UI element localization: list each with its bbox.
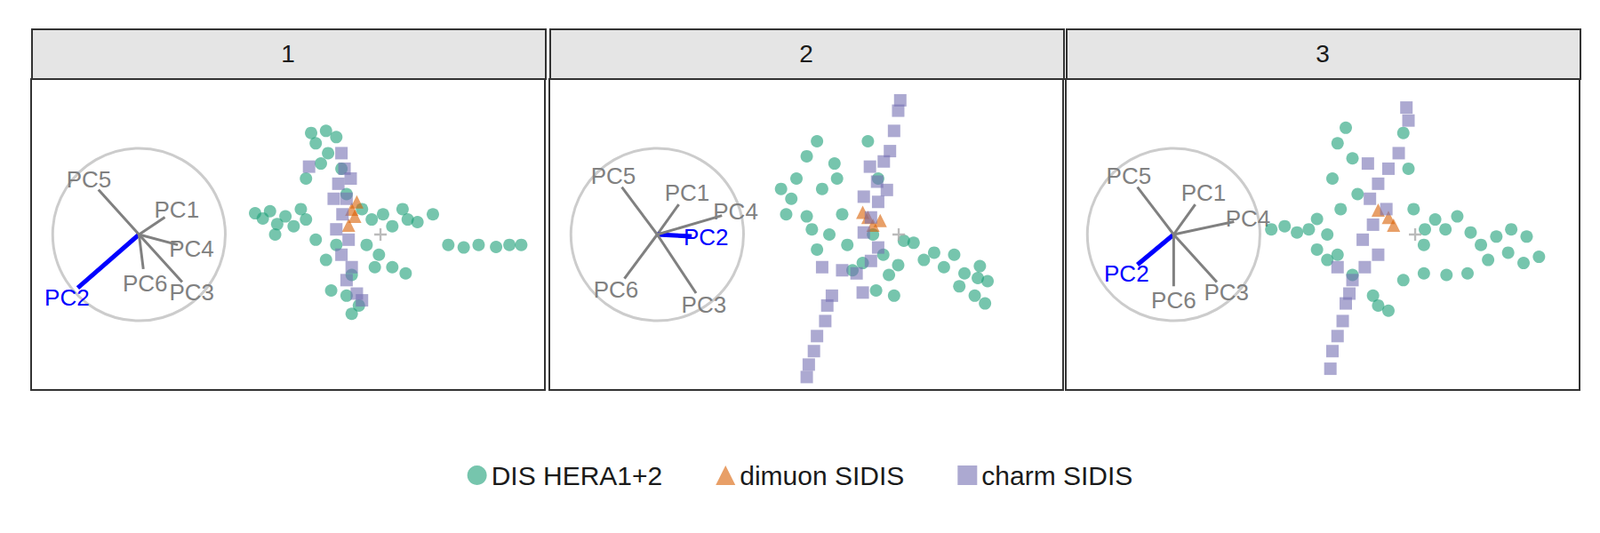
svg-text:3: 3 xyxy=(1315,40,1330,68)
svg-text:1: 1 xyxy=(280,40,296,68)
svg-text:PC1: PC1 xyxy=(1181,179,1227,207)
svg-text:PC3: PC3 xyxy=(168,279,215,306)
svg-text:PC3: PC3 xyxy=(1203,279,1249,306)
svg-text:PC6: PC6 xyxy=(593,276,640,304)
svg-text:PC2: PC2 xyxy=(1104,260,1150,288)
svg-text:charm SIDIS: charm SIDIS xyxy=(981,461,1133,491)
svg-text:PC5: PC5 xyxy=(591,162,637,190)
svg-text:PC5: PC5 xyxy=(1106,162,1152,190)
svg-text:PC5: PC5 xyxy=(66,166,112,193)
svg-text:PC4: PC4 xyxy=(712,198,759,225)
svg-text:PC4: PC4 xyxy=(1225,205,1272,232)
svg-text:DIS HERA1+2: DIS HERA1+2 xyxy=(491,461,664,491)
svg-text:PC6: PC6 xyxy=(122,270,168,297)
svg-text:PC6: PC6 xyxy=(1151,287,1197,314)
svg-text:2: 2 xyxy=(799,40,814,68)
svg-text:PC2: PC2 xyxy=(683,224,729,251)
svg-text:PC1: PC1 xyxy=(664,179,711,207)
svg-text:PC2: PC2 xyxy=(44,284,90,312)
svg-text:PC3: PC3 xyxy=(681,291,728,319)
svg-text:PC1: PC1 xyxy=(154,196,200,224)
svg-text:PC4: PC4 xyxy=(168,235,215,263)
svg-text:dimuon SIDIS: dimuon SIDIS xyxy=(739,461,904,491)
